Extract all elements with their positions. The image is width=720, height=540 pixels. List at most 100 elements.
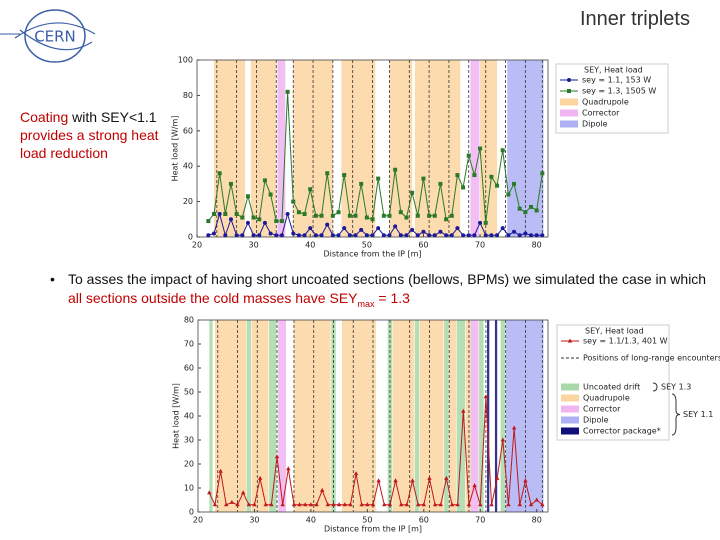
point [228, 217, 233, 222]
x-tick-label: 20 [192, 241, 202, 250]
point [381, 233, 386, 238]
region [341, 320, 376, 512]
legend-label: Corrector package* [583, 427, 661, 436]
region [470, 60, 480, 237]
point [365, 502, 370, 507]
point [313, 213, 318, 218]
x-tick-label: 40 [306, 516, 316, 525]
point [393, 478, 398, 483]
point [251, 215, 256, 220]
point [364, 233, 369, 238]
bullet-text: all sections outside the cold masses hav… [68, 290, 358, 306]
bullet-text: To asses the impact of having short unco… [68, 271, 707, 287]
point [483, 220, 488, 225]
point [291, 502, 297, 507]
point [567, 338, 573, 343]
legend-label: Positions of long-range encounters [583, 354, 720, 363]
point [472, 483, 477, 488]
point [268, 192, 273, 197]
bullet-text: = 1.3 [378, 290, 410, 306]
point [252, 502, 257, 507]
point [291, 199, 296, 204]
point [308, 226, 313, 231]
point [534, 497, 539, 502]
y-tick-label: 100 [178, 56, 193, 65]
point [415, 233, 420, 238]
point [308, 187, 313, 192]
point [506, 192, 511, 197]
region [414, 320, 420, 512]
point [359, 181, 364, 186]
point [483, 233, 488, 238]
point [517, 502, 522, 507]
point [376, 176, 381, 181]
point [415, 213, 420, 218]
point [325, 502, 331, 507]
brace [652, 382, 658, 392]
point [529, 233, 534, 238]
point [512, 229, 517, 234]
point [302, 233, 307, 238]
y-tick-label: 60 [183, 126, 193, 135]
point [455, 173, 460, 178]
legend-swatch [561, 427, 579, 435]
point [540, 233, 545, 238]
point [478, 146, 483, 151]
point [404, 215, 409, 220]
point [421, 502, 427, 507]
y-tick-label: 60 [184, 364, 194, 373]
legend-swatch [561, 394, 579, 402]
point [404, 502, 410, 507]
series-line [207, 91, 543, 223]
point [449, 233, 454, 238]
point [342, 173, 347, 178]
point [382, 502, 387, 507]
point [348, 502, 353, 507]
point [489, 502, 494, 507]
point [455, 226, 460, 231]
point [415, 502, 421, 507]
point [269, 502, 274, 507]
y-tick-label: 0 [189, 508, 194, 517]
point [257, 475, 263, 480]
point [240, 215, 245, 220]
point [495, 183, 500, 188]
point [444, 233, 449, 238]
point [438, 181, 443, 186]
logo-text: CERN [34, 28, 76, 46]
point [461, 185, 466, 190]
point [353, 233, 358, 238]
legend-swatch [561, 383, 579, 391]
x-tick-label: 60 [418, 241, 428, 250]
point [235, 502, 240, 507]
point [211, 231, 216, 236]
point [279, 233, 284, 238]
point [478, 502, 483, 507]
point [229, 499, 235, 504]
point [257, 217, 262, 222]
region [246, 320, 252, 512]
point [246, 502, 252, 507]
point [313, 233, 318, 238]
x-tick-label: 30 [249, 241, 259, 250]
legend-swatch [560, 109, 578, 117]
point [274, 233, 279, 238]
point [224, 502, 229, 507]
legend-swatch [561, 405, 579, 413]
point [438, 229, 443, 234]
point [336, 233, 341, 238]
point [500, 148, 505, 153]
x-axis-label: Distance from the IP [m] [324, 525, 422, 534]
point [240, 490, 246, 495]
point [336, 210, 341, 215]
point [331, 502, 336, 507]
point [347, 213, 352, 218]
x-tick-label: 50 [362, 516, 372, 525]
region [278, 320, 287, 512]
point [489, 174, 494, 179]
point [296, 210, 301, 215]
legend-label: Quadrupole [582, 98, 629, 107]
point [206, 219, 211, 224]
point [410, 227, 415, 232]
